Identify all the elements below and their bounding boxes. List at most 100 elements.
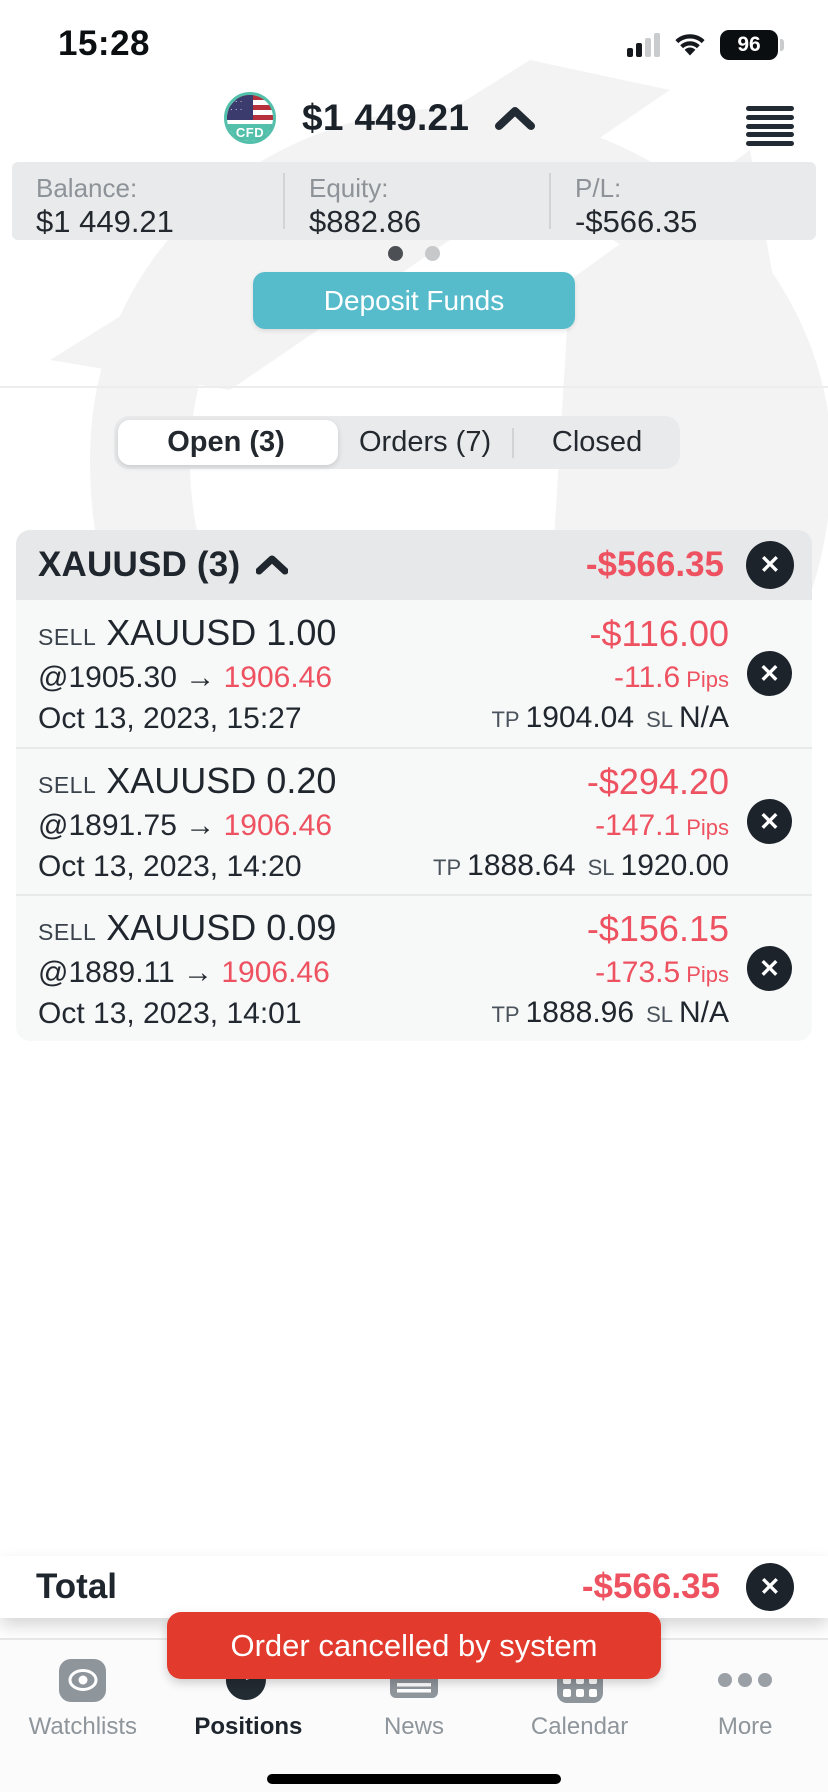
menu-icon[interactable] bbox=[746, 106, 794, 146]
position-date: Oct 13, 2023, 14:20 bbox=[38, 849, 302, 883]
more-ellipsis-icon bbox=[718, 1673, 773, 1687]
tp-label: TP bbox=[433, 854, 462, 880]
account-balance: $1 449.21 bbox=[302, 97, 470, 138]
page-dot[interactable] bbox=[425, 246, 440, 261]
balance-label: Balance: bbox=[36, 173, 138, 203]
close-icon: ✕ bbox=[759, 807, 780, 836]
active-tab-pill bbox=[118, 420, 338, 465]
account-summary-strip: Balance: $1 449.21 Equity: $882.86 P/L: … bbox=[12, 162, 816, 240]
current-price: 1906.46 bbox=[221, 955, 330, 989]
close-icon: ✕ bbox=[759, 551, 781, 579]
position-side: SELL bbox=[38, 771, 97, 798]
cellular-signal-icon bbox=[627, 33, 660, 57]
close-icon: ✕ bbox=[759, 1573, 781, 1601]
current-price: 1906.46 bbox=[223, 660, 333, 694]
close-all-button[interactable]: ✕ bbox=[746, 1563, 794, 1611]
status-icons: 96 bbox=[627, 30, 784, 60]
close-group-button[interactable]: ✕ bbox=[746, 541, 794, 589]
sl-label: SL bbox=[587, 854, 615, 880]
position-row[interactable]: SELL XAUUSD 0.09 @1889.11 → 1906.46 Oct … bbox=[16, 894, 812, 1041]
group-pl: -$566.35 bbox=[585, 545, 724, 584]
group-header-xauusd[interactable]: XAUUSD (3) -$566.35 ✕ bbox=[16, 530, 812, 600]
summary-pl: P/L: -$566.35 bbox=[549, 173, 816, 239]
home-indicator[interactable] bbox=[267, 1774, 561, 1784]
tab-closed[interactable]: Closed bbox=[551, 426, 643, 458]
total-bar: Total -$566.35 ✕ bbox=[0, 1556, 828, 1618]
pl-value: -$566.35 bbox=[575, 204, 698, 239]
summary-equity: Equity: $882.86 bbox=[283, 173, 549, 239]
battery-icon: 96 bbox=[720, 30, 784, 60]
nav-label: Watchlists bbox=[28, 1713, 138, 1740]
position-pl: -$156.15 bbox=[586, 907, 729, 949]
nav-watchlists[interactable]: Watchlists bbox=[0, 1656, 166, 1792]
position-date: Oct 13, 2023, 14:01 bbox=[38, 996, 302, 1030]
pl-label: P/L: bbox=[575, 173, 622, 203]
position-pips: -173.5 bbox=[595, 955, 681, 989]
sl-label: SL bbox=[646, 1001, 673, 1027]
close-position-button[interactable]: ✕ bbox=[747, 651, 792, 696]
open-price: @1891.75 bbox=[38, 808, 177, 842]
equity-value: $882.86 bbox=[309, 204, 422, 239]
nav-label: Calendar bbox=[530, 1713, 629, 1740]
group-title: XAUUSD (3) bbox=[38, 545, 241, 584]
chevron-up-icon bbox=[495, 107, 536, 130]
account-header: CFD $1 449.21 bbox=[0, 92, 828, 154]
toast-notification: Order cancelled by system bbox=[167, 1612, 661, 1679]
close-position-button[interactable]: ✕ bbox=[747, 799, 792, 844]
close-icon: ✕ bbox=[759, 659, 780, 688]
watchlists-eye-icon bbox=[59, 1658, 107, 1702]
positions-group-card: XAUUSD (3) -$566.35 ✕ SELL XAUUSD 1.00 @… bbox=[16, 530, 812, 1041]
status-bar: 15:28 96 bbox=[0, 0, 828, 88]
open-price: @1905.30 bbox=[38, 660, 177, 694]
tp-label: TP bbox=[491, 706, 520, 732]
battery-percent: 96 bbox=[720, 30, 778, 60]
tp-label: TP bbox=[491, 1001, 520, 1027]
tab-open[interactable]: Open (3) bbox=[167, 426, 285, 458]
tab-divider bbox=[512, 427, 515, 458]
nav-label: Positions bbox=[194, 1713, 303, 1740]
bottom-navigation: Watchlists Positions bbox=[0, 1638, 828, 1792]
summary-pagination bbox=[0, 246, 828, 261]
nav-label: More bbox=[717, 1713, 773, 1740]
pips-unit: Pips bbox=[686, 961, 729, 987]
sl-value: N/A bbox=[678, 700, 729, 734]
total-label: Total bbox=[36, 1567, 118, 1606]
close-position-button[interactable]: ✕ bbox=[747, 946, 792, 991]
pips-unit: Pips bbox=[686, 814, 729, 840]
sl-value: N/A bbox=[678, 995, 729, 1029]
open-price: @1889.11 bbox=[38, 955, 175, 989]
position-pips: -11.6 bbox=[614, 660, 681, 694]
position-pl: -$116.00 bbox=[589, 612, 729, 654]
position-row[interactable]: SELL XAUUSD 1.00 @1905.30 → 1906.46 Oct … bbox=[16, 600, 812, 747]
arrow-right-icon: → bbox=[185, 660, 216, 694]
position-pl: -$294.20 bbox=[586, 760, 729, 802]
position-date: Oct 13, 2023, 15:27 bbox=[38, 701, 302, 735]
deposit-funds-button[interactable]: Deposit Funds bbox=[253, 272, 575, 329]
account-selector[interactable]: CFD $1 449.21 bbox=[224, 92, 536, 144]
balance-value: $1 449.21 bbox=[36, 204, 174, 239]
position-pips: -147.1 bbox=[595, 808, 681, 842]
wifi-icon bbox=[675, 33, 705, 55]
tab-orders[interactable]: Orders (7) bbox=[359, 426, 492, 458]
position-side: SELL bbox=[38, 623, 97, 650]
arrow-right-icon: → bbox=[183, 955, 214, 989]
tp-value: 1904.04 bbox=[525, 700, 635, 734]
nav-more[interactable]: More bbox=[662, 1656, 828, 1792]
account-flag-cfd-icon: CFD bbox=[224, 92, 276, 144]
total-pl: -$566.35 bbox=[581, 1567, 720, 1606]
sl-value: 1920.00 bbox=[620, 848, 729, 882]
position-side: SELL bbox=[38, 918, 97, 945]
arrow-right-icon: → bbox=[185, 808, 216, 842]
positions-tabs: Open (3) Orders (7) Closed bbox=[114, 416, 680, 469]
equity-label: Equity: bbox=[309, 173, 389, 203]
tp-value: 1888.96 bbox=[525, 995, 635, 1029]
page-dot-active[interactable] bbox=[388, 246, 403, 261]
current-price: 1906.46 bbox=[223, 808, 333, 842]
nav-label: News bbox=[383, 1713, 444, 1740]
section-divider bbox=[0, 386, 828, 388]
position-row[interactable]: SELL XAUUSD 0.20 @1891.75 → 1906.46 Oct … bbox=[16, 747, 812, 894]
status-time: 15:28 bbox=[58, 24, 151, 63]
collapse-chevron-up-icon bbox=[256, 555, 289, 575]
tp-value: 1888.64 bbox=[467, 848, 576, 882]
